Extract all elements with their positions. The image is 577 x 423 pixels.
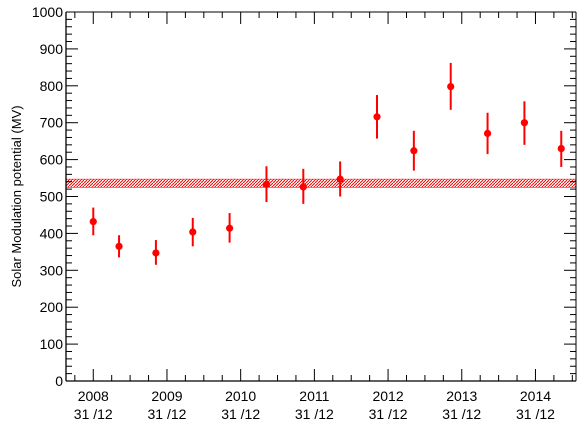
y-tick-label-10: 1000 — [32, 4, 63, 20]
data-point-2 — [152, 249, 160, 257]
x-tick-label-date-0: 31 /12 — [74, 406, 113, 422]
data-point-4 — [226, 224, 234, 232]
x-tick-label-year-4: 2012 — [372, 388, 403, 404]
x-tick-label-year-5: 2013 — [446, 388, 477, 404]
band-rect — [65, 178, 577, 188]
x-tick-label-date-1: 31 /12 — [147, 406, 186, 422]
x-tick-label-year-0: 2008 — [78, 388, 109, 404]
x-tick-label-year-6: 2014 — [520, 388, 551, 404]
data-point-6 — [299, 183, 307, 191]
x-tick-label-year-3: 2011 — [299, 388, 329, 404]
x-tick-label-date-2: 31 /12 — [221, 406, 260, 422]
data-point-10 — [447, 82, 455, 91]
x-tick-label-date-3: 31 /12 — [295, 406, 334, 422]
y-tick-label-2: 200 — [40, 299, 64, 315]
y-tick-label-0: 0 — [55, 373, 63, 389]
x-tick-label-date-6: 31 /12 — [516, 406, 555, 422]
labels-layer: 0 100 200 300 400 500 600 700 800 900 1000 2008 31 /… — [9, 4, 555, 422]
data-point-11 — [483, 129, 492, 138]
data-point-0 — [89, 217, 97, 226]
y-tick-label-5: 500 — [40, 189, 64, 205]
x-tick-label-year-2: 2010 — [225, 388, 256, 404]
y-tick-label-8: 800 — [40, 78, 64, 94]
data-point-3 — [189, 228, 197, 236]
data-point-12 — [520, 119, 529, 127]
y-tick-label-6: 600 — [40, 152, 64, 168]
y-tick-label-9: 900 — [40, 41, 64, 57]
data-point-7 — [336, 175, 344, 183]
data-point-5 — [262, 180, 271, 188]
x-tick-label-date-4: 31 /12 — [369, 406, 408, 422]
axis-layer — [65, 11, 577, 382]
y-tick-label-7: 700 — [40, 115, 64, 131]
data-point-9 — [410, 147, 418, 155]
y-tick-label-1: 100 — [40, 336, 64, 352]
y-tick-label-3: 300 — [40, 262, 64, 278]
data-point-1 — [115, 242, 123, 250]
x-tick-label-date-5: 31 /12 — [442, 406, 481, 422]
points-layer — [89, 62, 565, 265]
data-point-8 — [373, 113, 381, 121]
y-axis-label: Solar Modulation potential (MV) — [9, 105, 24, 287]
data-point-13 — [557, 144, 565, 153]
band-layer — [65, 178, 577, 188]
x-tick-label-year-1: 2009 — [151, 388, 182, 404]
y-tick-label-4: 400 — [40, 225, 64, 241]
